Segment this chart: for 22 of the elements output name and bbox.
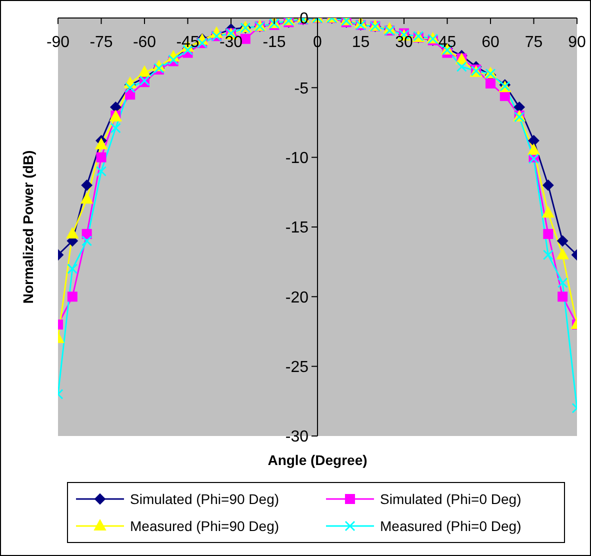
x-tick-label: -60 bbox=[132, 34, 156, 51]
x-tick-label: 15 bbox=[352, 34, 370, 51]
legend-label: Simulated (Phi=0 Deg) bbox=[380, 490, 522, 507]
y-axis-title: Normalized Power (dB) bbox=[20, 150, 36, 304]
y-tick-label: -15 bbox=[285, 220, 309, 237]
y-tick-label: -10 bbox=[285, 150, 309, 167]
x-tick-label: -90 bbox=[46, 34, 70, 51]
y-tick-label: -5 bbox=[294, 80, 309, 98]
y-tick-label: -25 bbox=[285, 358, 309, 376]
x-tick-label: 75 bbox=[524, 34, 543, 51]
x-tick-label: -15 bbox=[262, 34, 286, 51]
y-tick-label: 0 bbox=[300, 10, 309, 28]
legend-label: Measured (Phi=90 Deg) bbox=[130, 518, 280, 534]
y-tick-label: -20 bbox=[285, 289, 309, 306]
x-axis-title: Angle (Degree) bbox=[268, 452, 368, 468]
x-tick-label: 90 bbox=[568, 34, 586, 51]
y-tick-label: -30 bbox=[285, 428, 309, 446]
legend-label: Measured (Phi=0 Deg) bbox=[380, 518, 522, 534]
x-tick-label: -30 bbox=[219, 34, 243, 51]
x-tick-label: -75 bbox=[90, 34, 113, 51]
legend-label: Simulated (Phi=90 Deg) bbox=[130, 490, 280, 507]
x-tick-label: 60 bbox=[482, 34, 500, 51]
